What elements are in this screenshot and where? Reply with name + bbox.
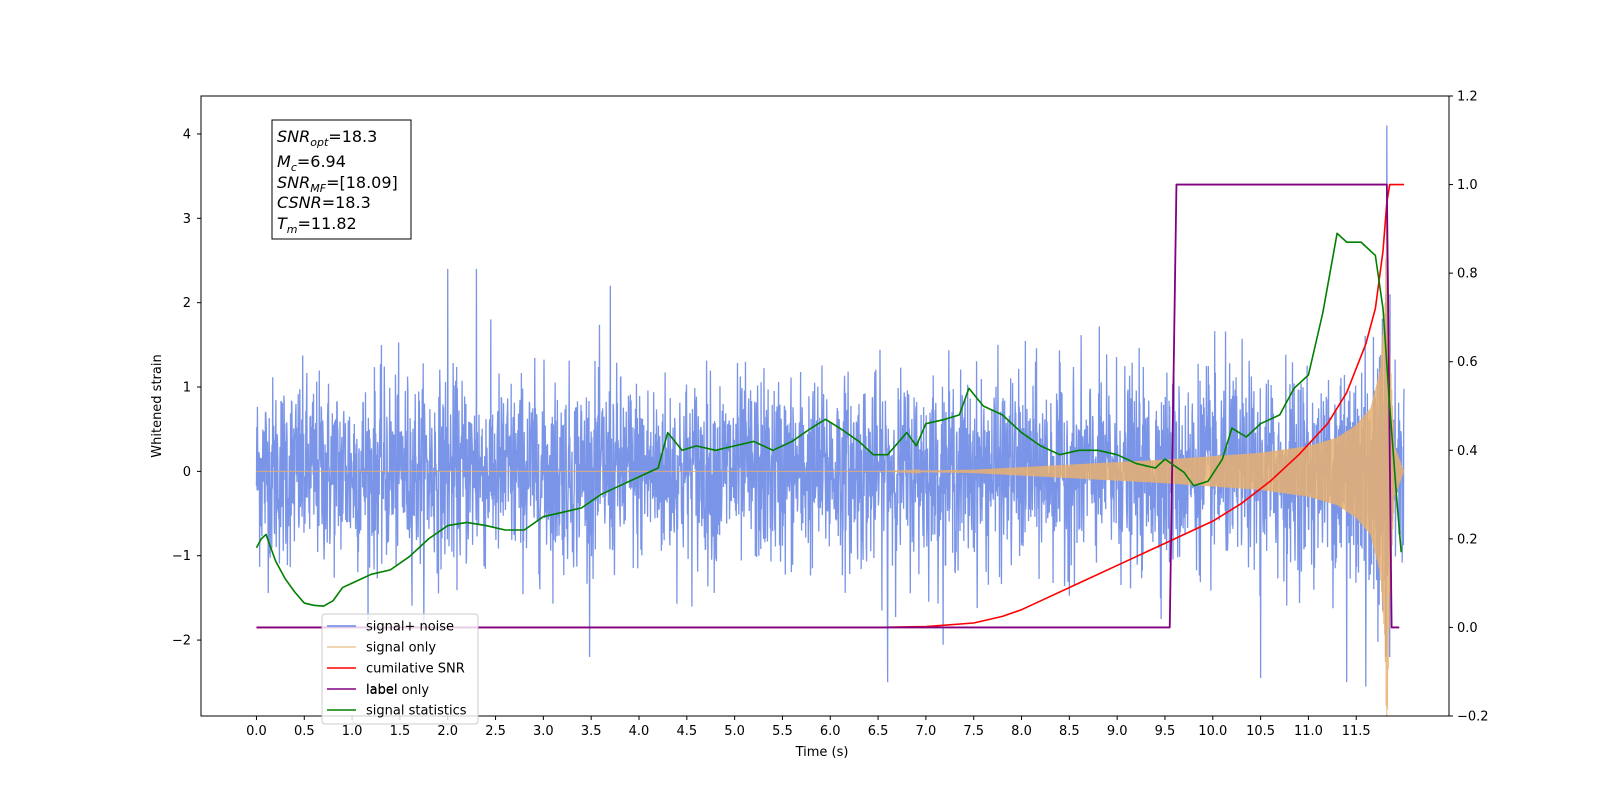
y-tick-label: 1: [183, 381, 191, 396]
x-tick-label: 0.0: [246, 724, 267, 739]
y2-tick-label: −0.2: [1457, 710, 1489, 725]
x-tick-label: 8.5: [1059, 724, 1080, 739]
series-cumulative-snr: [256, 183, 1405, 629]
y-tick-label: −1: [172, 549, 191, 564]
x-tick-label: 10.0: [1198, 724, 1227, 739]
x-tick-label: 6.5: [868, 724, 889, 739]
y-tick-label: −2: [172, 634, 191, 649]
y2-tick-label: 1.2: [1457, 90, 1478, 105]
legend-frame: [321, 613, 479, 725]
annotation-tm: Tm=11.82: [277, 214, 357, 236]
ticks-layer: 0.0 0.5 1.0 1.5 2.0 2.5 3.0 3.5 4.0 4.5 5.0 5.5 6.0 6…: [172, 90, 1489, 740]
x-tick-label: 9.0: [1107, 724, 1128, 739]
annotation-box: SNRopt=18.3 Mc=6.94 SNRMF=[18.09] CSNR=1…: [271, 119, 412, 240]
y2-tick-label: 0.8: [1457, 267, 1478, 282]
x-tick-label: 5.5: [772, 724, 793, 739]
x-tick-label: 11.5: [1342, 724, 1371, 739]
legend: label only signal+ noise signal only cumil…: [321, 613, 479, 725]
y2-tick-label: 0.2: [1457, 532, 1478, 547]
legend-label-cumulative-snr: cumilative SNR: [366, 662, 465, 677]
x-tick-label: 3.5: [581, 724, 602, 739]
y-tick-label: 2: [183, 296, 191, 311]
x-tick-label: 8.0: [1011, 724, 1032, 739]
x-tick-label: 2.0: [437, 724, 458, 739]
annotation-csnr: CSNR=18.3: [277, 193, 371, 212]
annotation-mc: Mc=6.94: [277, 152, 346, 174]
x-tick-label: 5.0: [724, 724, 745, 739]
x-tick-label: 7.5: [963, 724, 984, 739]
x-tick-label: 2.5: [485, 724, 506, 739]
x-tick-label: 7.0: [916, 724, 937, 739]
legend-label-signal-only: signal only: [366, 641, 436, 656]
x-tick-label: 9.5: [1155, 724, 1176, 739]
x-axis-label: Time (s): [795, 745, 849, 760]
y2-tick-label: 0.6: [1457, 355, 1478, 370]
y-tick-label: 0: [183, 465, 191, 480]
y-tick-label: 3: [183, 212, 191, 227]
legend-label-signal-statistics: signal statistics: [366, 704, 467, 719]
series-signal-only: [256, 213, 1405, 716]
x-tick-label: 4.5: [676, 724, 697, 739]
legend-hidden-label-only: label only: [366, 683, 429, 698]
x-tick-label: 10.5: [1246, 724, 1275, 739]
x-tick-label: 1.5: [390, 724, 411, 739]
x-tick-label: 3.0: [533, 724, 554, 739]
data-layer: [255, 125, 1405, 716]
y-axis-label: Whitened strain: [150, 354, 165, 457]
y2-tick-label: 0.4: [1457, 444, 1478, 459]
annotation-snr-opt: SNRopt=18.3: [277, 127, 377, 149]
y-tick-label: 4: [183, 127, 191, 142]
series-signal-statistics: [255, 232, 1402, 607]
legend-label-signal-noise: signal+ noise: [366, 620, 454, 635]
y2-tick-label: 0.0: [1457, 621, 1478, 636]
x-tick-label: 0.5: [294, 724, 315, 739]
axes-frame: [200, 95, 1450, 717]
x-tick-label: 11.0: [1294, 724, 1323, 739]
x-tick-label: 1.0: [342, 724, 363, 739]
series-label: [256, 183, 1400, 629]
y2-tick-label: 1.0: [1457, 178, 1478, 193]
x-tick-label: 4.0: [629, 724, 650, 739]
legend-label-label: label: [366, 683, 397, 698]
x-tick-label: 6.0: [820, 724, 841, 739]
annotation-snr-mf: SNRMF=[18.09]: [277, 173, 398, 195]
